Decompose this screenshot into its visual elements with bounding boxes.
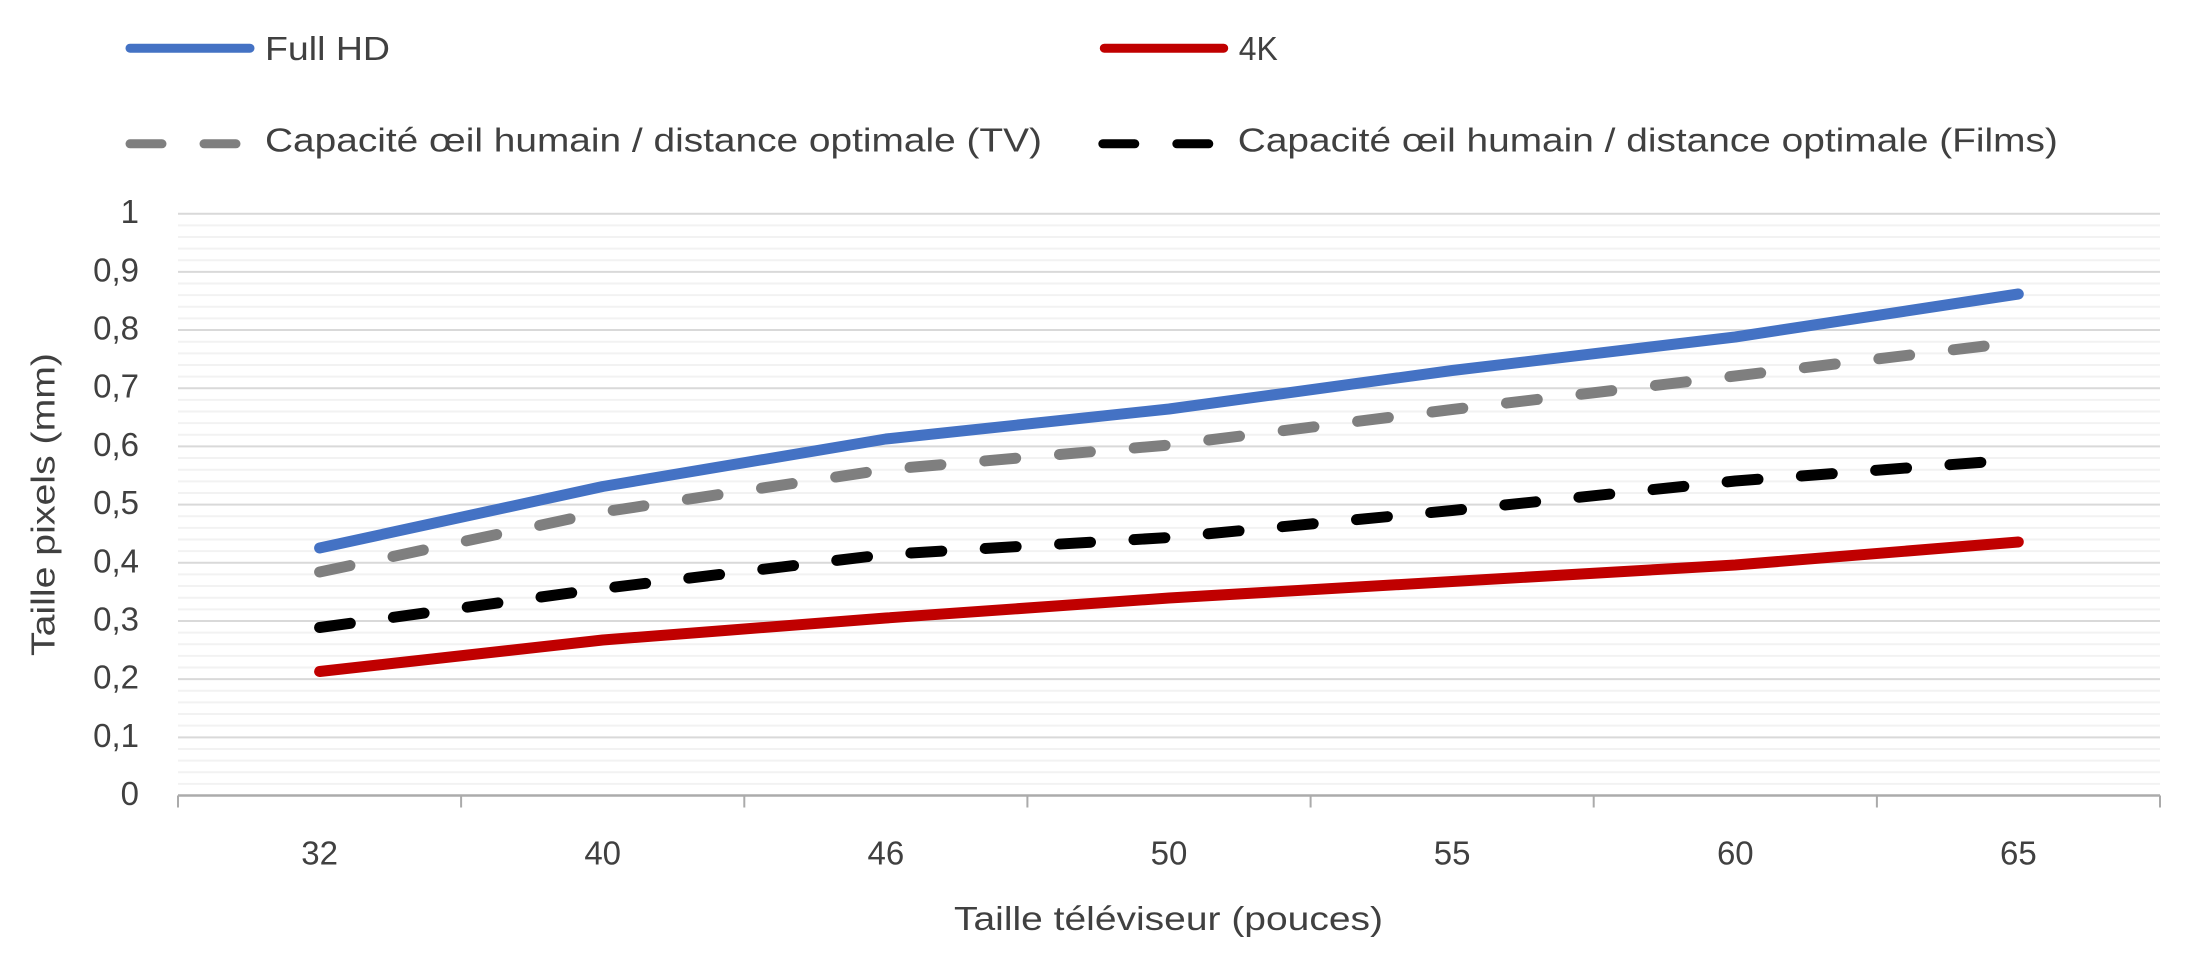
svg-text:Full HD: Full HD (265, 30, 390, 67)
svg-text:0,5: 0,5 (93, 484, 139, 521)
svg-text:Capacité œil humain / distance: Capacité œil humain / distance optimale … (1238, 122, 2058, 159)
svg-text:0,6: 0,6 (93, 426, 139, 463)
svg-text:0,3: 0,3 (93, 601, 139, 638)
svg-text:0,8: 0,8 (93, 310, 139, 347)
svg-text:40: 40 (584, 835, 621, 872)
svg-text:Capacité œil humain / distance: Capacité œil humain / distance optimale … (265, 122, 1042, 159)
svg-text:0,7: 0,7 (93, 368, 139, 405)
svg-text:0,2: 0,2 (93, 659, 139, 696)
svg-text:65: 65 (2000, 835, 2037, 872)
svg-text:32: 32 (301, 835, 338, 872)
svg-text:50: 50 (1151, 835, 1188, 872)
svg-text:60: 60 (1717, 835, 1754, 872)
svg-text:1: 1 (121, 193, 139, 230)
svg-text:0,4: 0,4 (93, 542, 139, 579)
svg-text:Taille pixels (mm): Taille pixels (mm) (25, 353, 62, 656)
svg-text:0,9: 0,9 (93, 251, 139, 288)
svg-text:0,1: 0,1 (93, 717, 139, 754)
svg-text:55: 55 (1434, 835, 1471, 872)
svg-text:0: 0 (121, 775, 139, 812)
svg-text:46: 46 (868, 835, 905, 872)
svg-text:4K: 4K (1239, 30, 1278, 67)
svg-text:Taille téléviseur (pouces): Taille téléviseur (pouces) (954, 900, 1383, 937)
